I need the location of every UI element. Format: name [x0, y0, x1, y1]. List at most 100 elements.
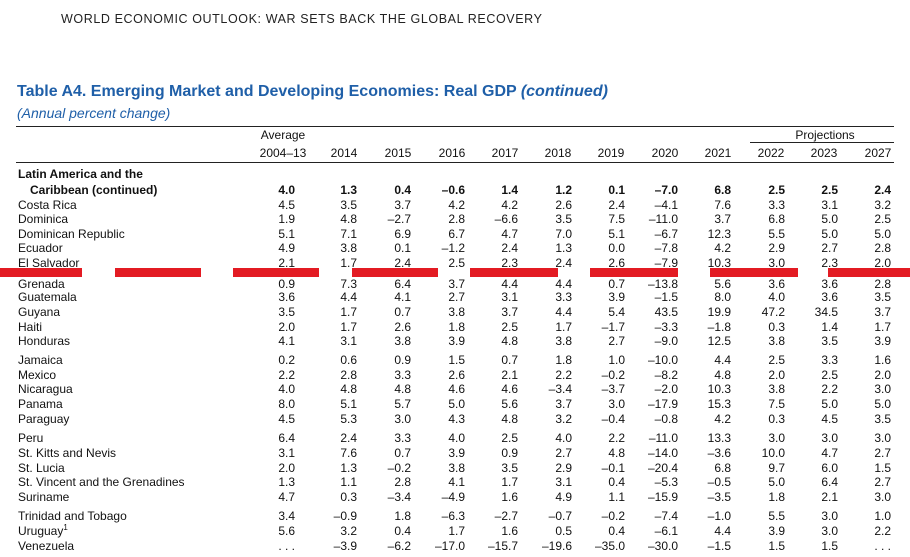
cell: 0.4 [608, 524, 625, 538]
cell: 3.0 [608, 397, 625, 411]
cell: 1.7 [340, 305, 357, 319]
cell: 5.6 [278, 524, 295, 538]
red-dash-segment [352, 268, 438, 277]
row-label: Suriname [18, 490, 69, 504]
year-header-8: 2021 [704, 146, 732, 160]
row-label-text: St. Kitts and Nevis [18, 446, 117, 460]
cell: 3.3 [394, 431, 411, 445]
cell: 1.4 [501, 183, 518, 197]
table-row: Suriname 4.7 0.3 –3.4 –4.9 1.6 4.9 1.1 –15.9 –3.5… [0, 490, 910, 505]
cell: 13.3 [707, 431, 731, 445]
red-dash-segment [115, 268, 201, 277]
cell: 2.4 [608, 198, 625, 212]
cell: 5.0 [448, 397, 465, 411]
row-label-text: Haiti [18, 320, 43, 334]
table-row: Honduras 4.1 3.1 3.8 3.9 4.8 3.8 2.7 –9.0 12.5 3.8… [0, 334, 910, 349]
table-row: Mexico 2.2 2.8 3.3 2.6 2.1 2.2 –0.2 –8.2 4.8 2.0 2.… [0, 368, 910, 383]
row-label-text: Mexico [18, 368, 57, 382]
cell: –3.7 [601, 382, 625, 396]
cell: 2.2 [555, 368, 572, 382]
table-title-continued: (continued) [520, 83, 608, 100]
cell: 12.5 [707, 334, 731, 348]
row-label: Uruguay1 [18, 524, 68, 539]
cell: 10.3 [707, 382, 731, 396]
cell: 3.5 [278, 305, 295, 319]
cell: 4.8 [501, 412, 518, 426]
cell: –6.7 [654, 227, 678, 241]
cell: 5.5 [768, 509, 785, 523]
cell: –0.1 [601, 461, 625, 475]
cell: 3.0 [821, 431, 838, 445]
cell: 4.4 [501, 277, 518, 291]
cell: 3.1 [278, 446, 295, 460]
cell: 3.0 [821, 509, 838, 523]
cell: 2.3 [501, 256, 518, 270]
cell: 3.0 [768, 431, 785, 445]
cell: 4.4 [555, 305, 572, 319]
cell: . . . [278, 539, 295, 553]
cell: 2.9 [768, 241, 785, 255]
table-row: Uruguay1 5.6 3.2 0.4 1.7 1.6 0.5 0.4 –6.1 4.4 3.9 3… [0, 524, 910, 539]
cell: 3.8 [448, 461, 465, 475]
cell: 3.6 [821, 290, 838, 304]
cell: 1.0 [608, 353, 625, 367]
cell: 3.0 [768, 256, 785, 270]
row-label-text: Guatemala [18, 290, 77, 304]
cell: 6.8 [714, 183, 731, 197]
cell: –8.2 [654, 368, 678, 382]
cell: 4.6 [448, 382, 465, 396]
cell: 8.0 [714, 290, 731, 304]
cell: 19.9 [707, 305, 731, 319]
cell: 5.0 [821, 397, 838, 411]
cell: 34.5 [814, 305, 838, 319]
cell: 2.6 [608, 256, 625, 270]
cell: 2.7 [608, 334, 625, 348]
cell: 2.4 [555, 256, 572, 270]
cell: 2.5 [501, 431, 518, 445]
cell: 47.2 [761, 305, 785, 319]
cell: –1.5 [654, 290, 678, 304]
cell: 1.5 [448, 353, 465, 367]
cell: 2.4 [501, 241, 518, 255]
projections-rule [750, 142, 894, 143]
cell: 3.9 [874, 334, 891, 348]
cell: 1.8 [555, 353, 572, 367]
cell: 6.4 [821, 475, 838, 489]
cell: 6.9 [394, 227, 411, 241]
table-row: Guyana 3.5 1.7 0.7 3.8 3.7 4.4 5.4 43.5 19.9 47.2 3… [0, 305, 910, 320]
row-label-text: St. Lucia [18, 461, 65, 475]
cell: 7.6 [340, 446, 357, 460]
cell: 6.8 [714, 461, 731, 475]
cell: 2.2 [608, 431, 625, 445]
cell: 5.1 [608, 227, 625, 241]
cell: 2.0 [874, 256, 891, 270]
cell: 3.6 [821, 277, 838, 291]
cell: 4.0 [448, 431, 465, 445]
red-dash-segment [710, 268, 798, 277]
cell: 0.0 [608, 241, 625, 255]
cell: 4.8 [501, 334, 518, 348]
cell: 5.1 [340, 397, 357, 411]
cell: 1.6 [874, 353, 891, 367]
cell: 9.7 [768, 461, 785, 475]
cell: 2.6 [448, 368, 465, 382]
cell: 5.7 [394, 397, 411, 411]
cell: 3.0 [821, 524, 838, 538]
cell: 1.1 [340, 475, 357, 489]
cell: –3.5 [707, 490, 731, 504]
row-label-text: Guyana [18, 305, 61, 319]
row-label-text: Suriname [18, 490, 70, 504]
row-label-text: El Salvador [18, 256, 80, 270]
cell: 3.5 [874, 412, 891, 426]
row-label: Venezuela [18, 539, 74, 553]
cell: 4.8 [340, 212, 357, 226]
cell: –0.4 [601, 412, 625, 426]
cell: 2.8 [874, 277, 891, 291]
cell: –0.5 [707, 475, 731, 489]
row-label-text: Nicaragua [18, 382, 73, 396]
year-header-10: 2023 [810, 146, 838, 160]
table-title: Table A4. Emerging Market and Developing… [17, 83, 608, 101]
cell: 4.5 [278, 412, 295, 426]
projections-label: Projections [795, 128, 855, 142]
cell: 4.8 [340, 382, 357, 396]
